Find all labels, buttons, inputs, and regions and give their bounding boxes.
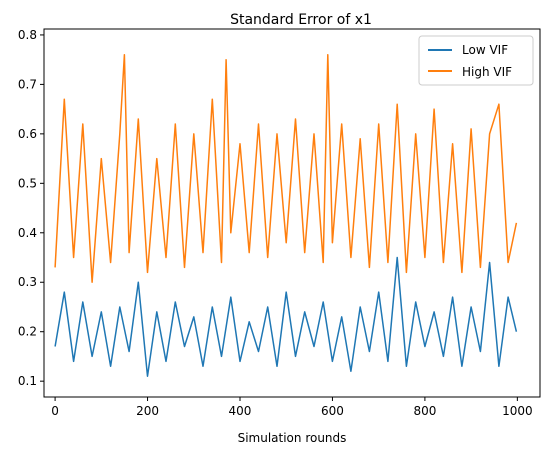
y-tick-label: 0.1 <box>18 374 37 388</box>
x-axis: 0 200 400 600 800 1000 <box>51 397 532 418</box>
series-line-low-vif <box>55 258 516 377</box>
y-tick-label: 0.5 <box>18 176 37 190</box>
y-tick-label: 0.4 <box>18 226 37 240</box>
y-tick-label: 0.7 <box>18 77 37 91</box>
y-tick-label: 0.8 <box>18 28 37 42</box>
y-axis: 0.1 0.2 0.3 0.4 0.5 0.6 0.7 0.8 <box>18 28 44 388</box>
chart-title: Standard Error of x1 <box>230 12 372 28</box>
legend-label-high-vif: High VIF <box>462 65 512 79</box>
x-axis-label: Simulation rounds <box>238 431 347 445</box>
series-line-high-vif <box>55 55 516 283</box>
y-tick-label: 0.2 <box>18 325 37 339</box>
y-tick-label: 0.6 <box>18 127 37 141</box>
x-tick-label: 1000 <box>502 404 533 418</box>
y-tick-label: 0.3 <box>18 275 37 289</box>
x-tick-label: 800 <box>413 404 436 418</box>
series-layer <box>55 55 516 377</box>
x-tick-label: 0 <box>51 404 59 418</box>
legend: Low VIF High VIF <box>419 36 533 85</box>
legend-label-low-vif: Low VIF <box>462 43 508 57</box>
x-tick-label: 400 <box>229 404 252 418</box>
x-tick-label: 200 <box>136 404 159 418</box>
x-tick-label: 600 <box>321 404 344 418</box>
